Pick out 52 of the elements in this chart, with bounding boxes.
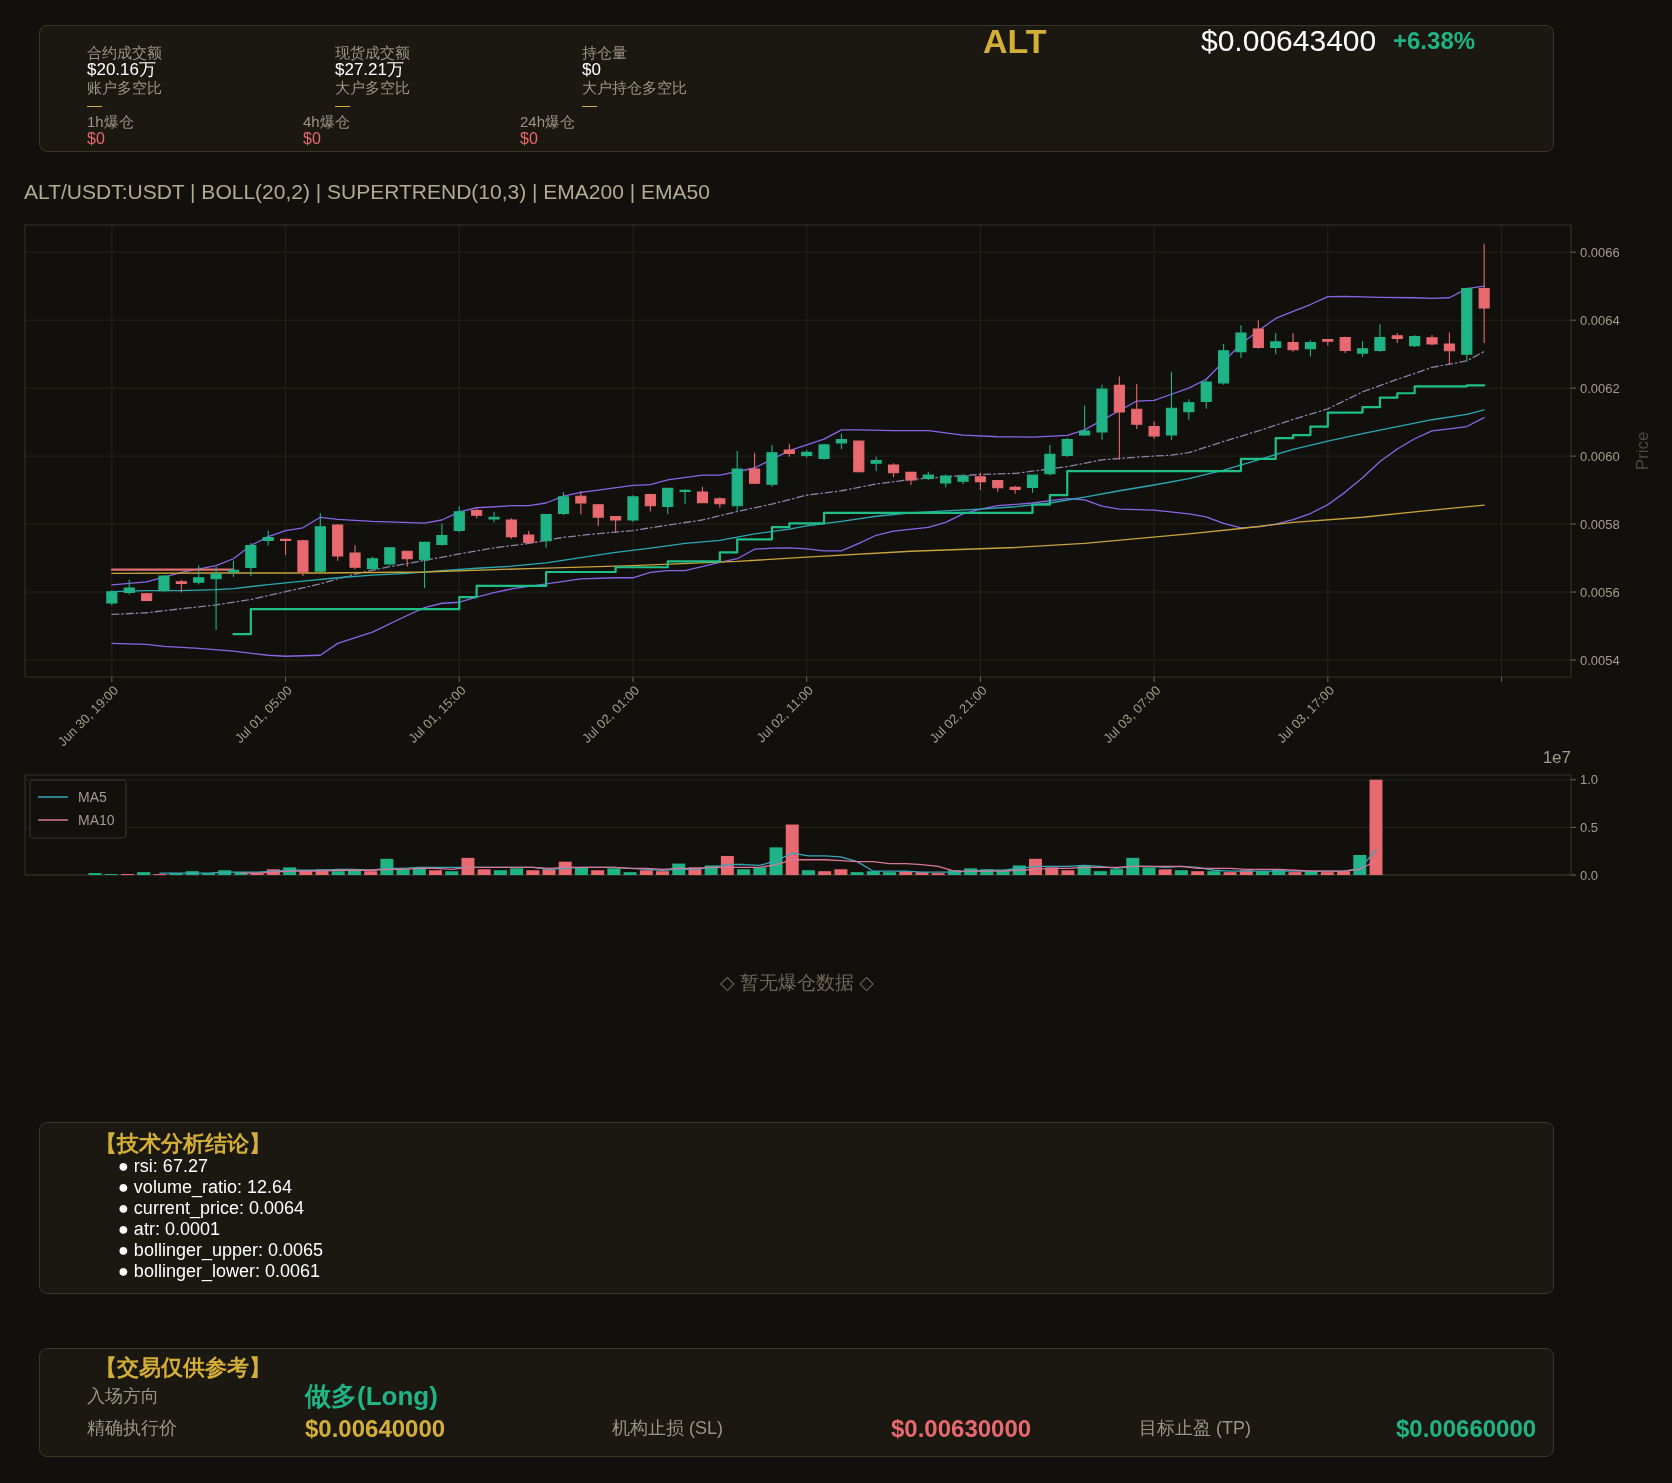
text: 持仓量 (582, 44, 627, 62)
chart-title: ALT/USDT:USDT | BOLL(20,2) | SUPERTREND(10,3) | EMA200 | EMA50 (24, 180, 710, 204)
text: +6.38% (1393, 26, 1476, 56)
text: $0.00660000 (1396, 1414, 1537, 1444)
y-tick-label: 0.0054 (1580, 652, 1620, 668)
text: ● bollinger_lower: 0.0061 (118, 1261, 320, 1283)
text: ALT (983, 20, 1047, 62)
text: ◇ 暂无爆仓数据 ◇ (720, 971, 874, 995)
text: — (335, 96, 350, 114)
text: 大户持仓多空比 (582, 79, 687, 97)
y-tick-label: 0.0064 (1580, 312, 1620, 328)
y-tick-label: 0.0060 (1580, 448, 1620, 464)
y-tick-label: 0.0056 (1580, 584, 1620, 600)
legend-label: MA10 (78, 811, 115, 828)
text: 【技术分析结论】 (95, 1130, 271, 1158)
text: $0 (582, 59, 601, 80)
text: 1e7 (1542, 747, 1571, 767)
text: 4h爆仓 (303, 113, 350, 131)
text: — (87, 96, 102, 114)
text: ● current_price: 0.0064 (118, 1198, 304, 1220)
text: ● volume_ratio: 12.64 (118, 1177, 292, 1199)
text: 【交易仅供参考】 (95, 1354, 271, 1382)
text: $0.00643400 (1201, 23, 1377, 59)
text: $0 (303, 129, 321, 149)
y-tick-label: 0.0062 (1580, 380, 1620, 396)
text: 大户多空比 (335, 79, 410, 97)
text: 入场方向 (87, 1386, 159, 1408)
text: $0.00640000 (305, 1414, 446, 1444)
text: ● bollinger_upper: 0.0065 (118, 1240, 324, 1262)
text: ● rsi: 67.27 (118, 1156, 208, 1178)
y-tick-label: 0.0 (1580, 867, 1599, 883)
y-tick-label: 1.0 (1580, 772, 1599, 788)
text: 合约成交额 (87, 44, 162, 61)
text: $0.00630000 (891, 1414, 1032, 1444)
y-axis-title: Price (1632, 431, 1652, 471)
y-tick-label: 0.0058 (1580, 516, 1620, 532)
text: 目标止盈 (TP) (1139, 1418, 1251, 1440)
text: 机构止损 (SL) (612, 1418, 724, 1440)
text: 24h爆仓 (520, 113, 576, 131)
legend-label: MA5 (78, 788, 107, 805)
text: 账户多空比 (87, 79, 162, 97)
text: $20.16万 (87, 59, 156, 80)
text: 1h爆仓 (87, 113, 134, 131)
y-tick-label: 0.0066 (1580, 244, 1620, 260)
y-tick-label: 0.5 (1580, 819, 1599, 835)
text: ● atr: 0.0001 (118, 1219, 220, 1241)
text: $0 (520, 129, 538, 149)
text: 做多(Long) (305, 1381, 438, 1413)
text: — (582, 96, 597, 114)
text: 现货成交额 (335, 44, 410, 61)
text: $0 (87, 129, 105, 149)
text: 精确执行价 (87, 1418, 177, 1440)
